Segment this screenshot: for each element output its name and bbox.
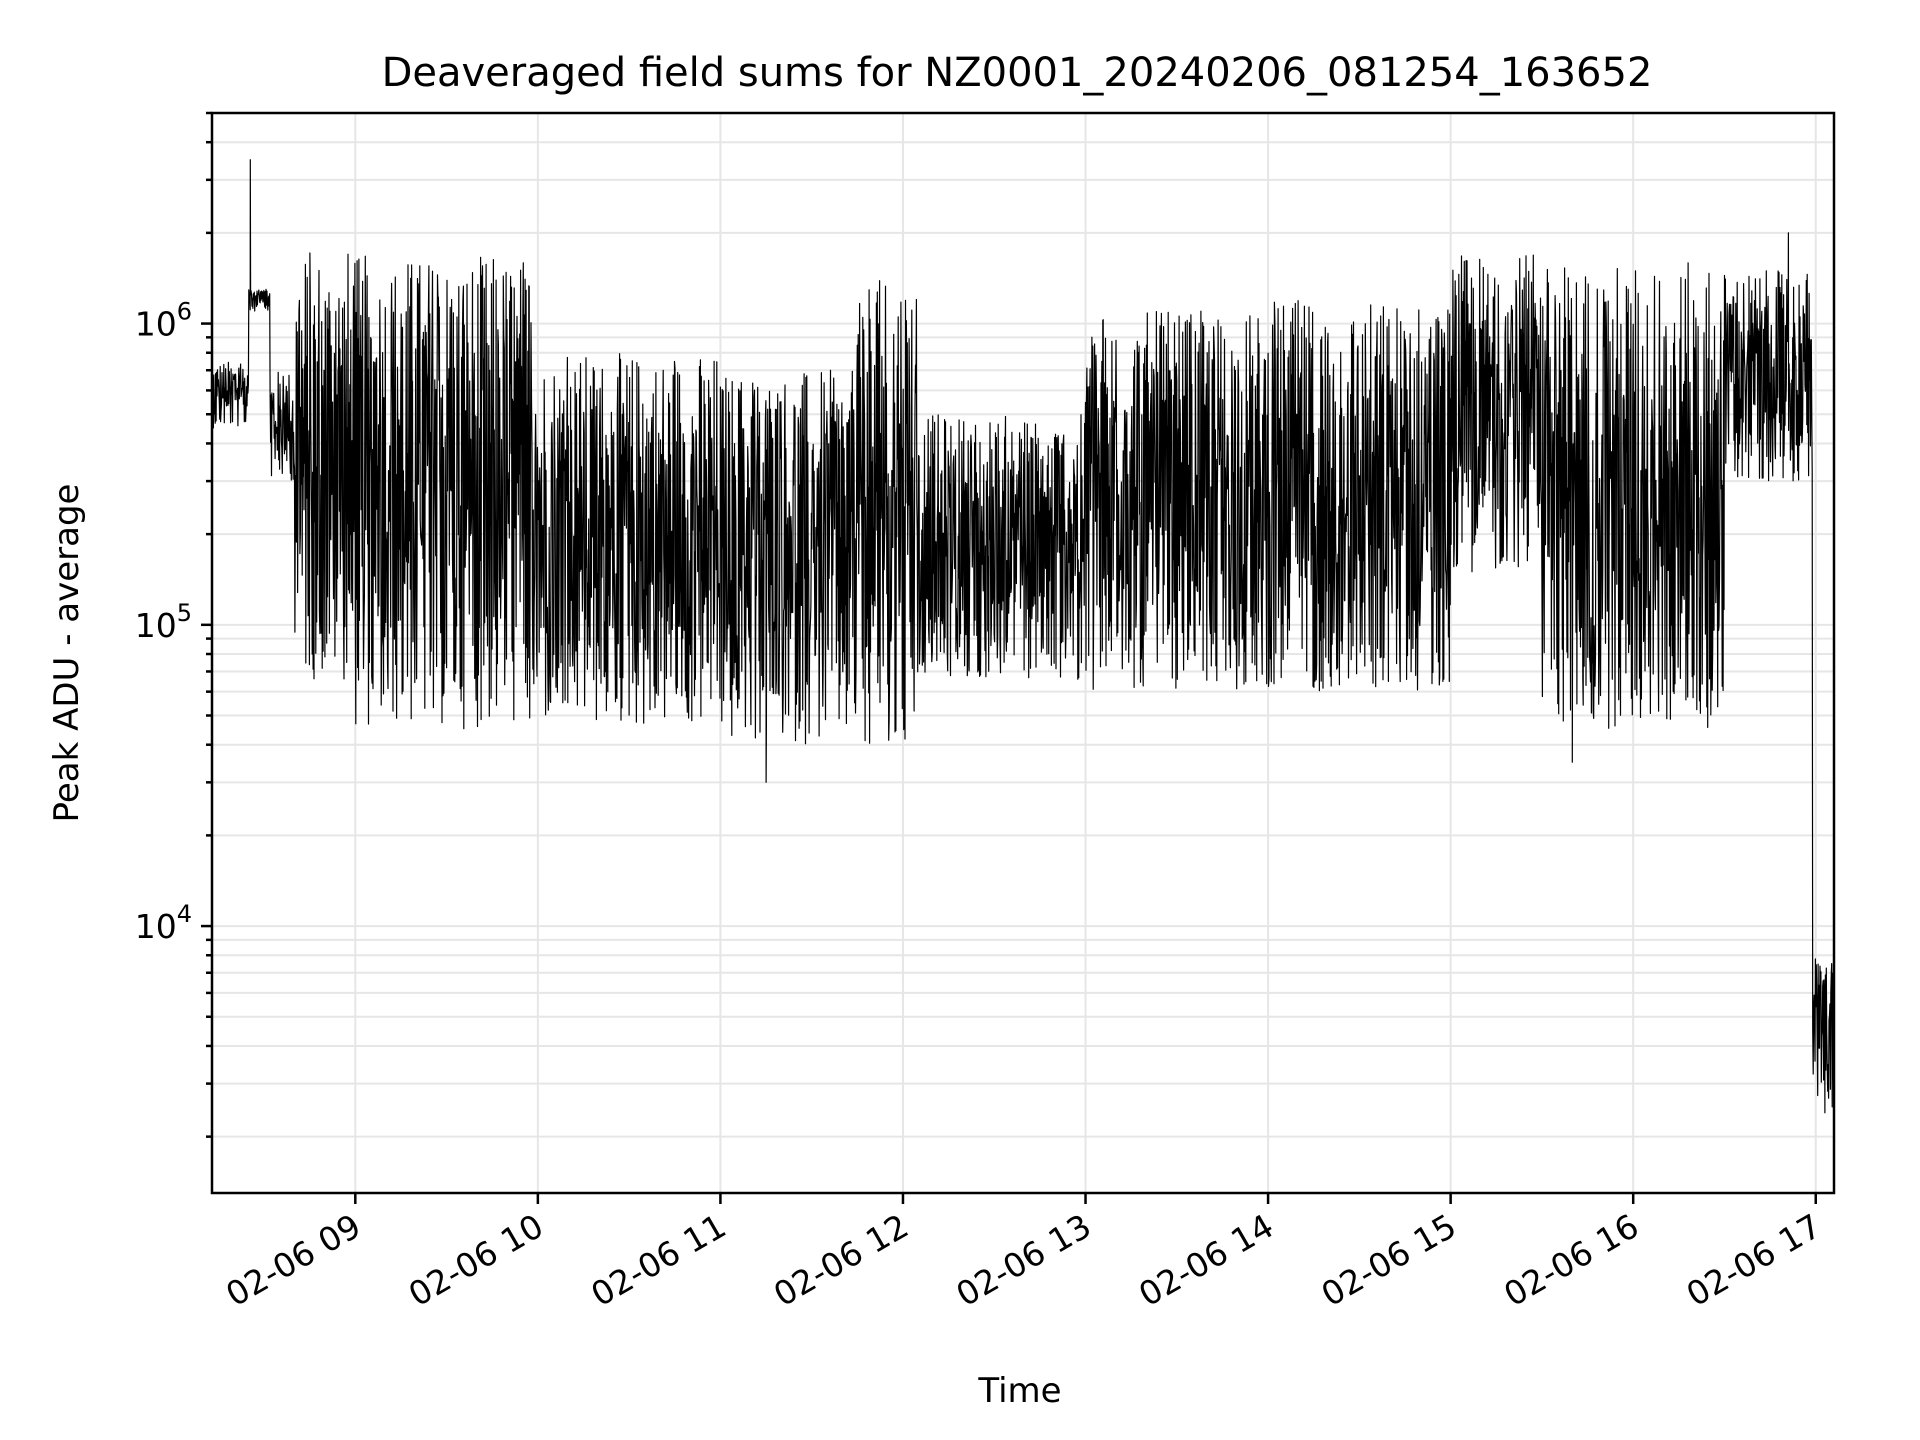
y-tick-label: 104: [135, 900, 192, 946]
x-tick-label: 02-06 10: [402, 1206, 550, 1314]
y-axis: 104 105 106: [135, 111, 212, 1138]
x-tick-label: 02-06 09: [219, 1206, 367, 1314]
x-axis-label: Time: [977, 1371, 1061, 1411]
x-tick-label: 02-06 14: [1132, 1206, 1280, 1314]
x-tick-label: 02-06 17: [1680, 1206, 1828, 1314]
x-tick-label: 02-06 11: [584, 1206, 732, 1314]
x-tick-label: 02-06 16: [1497, 1206, 1645, 1314]
x-tick-label: 02-06 12: [767, 1206, 915, 1314]
y-axis-label: Peak ADU - average: [47, 484, 87, 823]
y-tick-label: 105: [135, 599, 192, 645]
data-series: [211, 159, 1835, 1114]
y-tick-label: 106: [135, 298, 192, 344]
x-tick-label: 02-06 13: [950, 1206, 1098, 1314]
data-line: [211, 159, 1835, 1114]
chart-title: Deaveraged field sums for NZ0001_2024020…: [382, 50, 1653, 96]
x-axis: 02-06 09 02-06 10 02-06 11 02-06 12 02-06 13…: [219, 1193, 1828, 1314]
x-tick-label: 02-06 15: [1315, 1206, 1463, 1314]
